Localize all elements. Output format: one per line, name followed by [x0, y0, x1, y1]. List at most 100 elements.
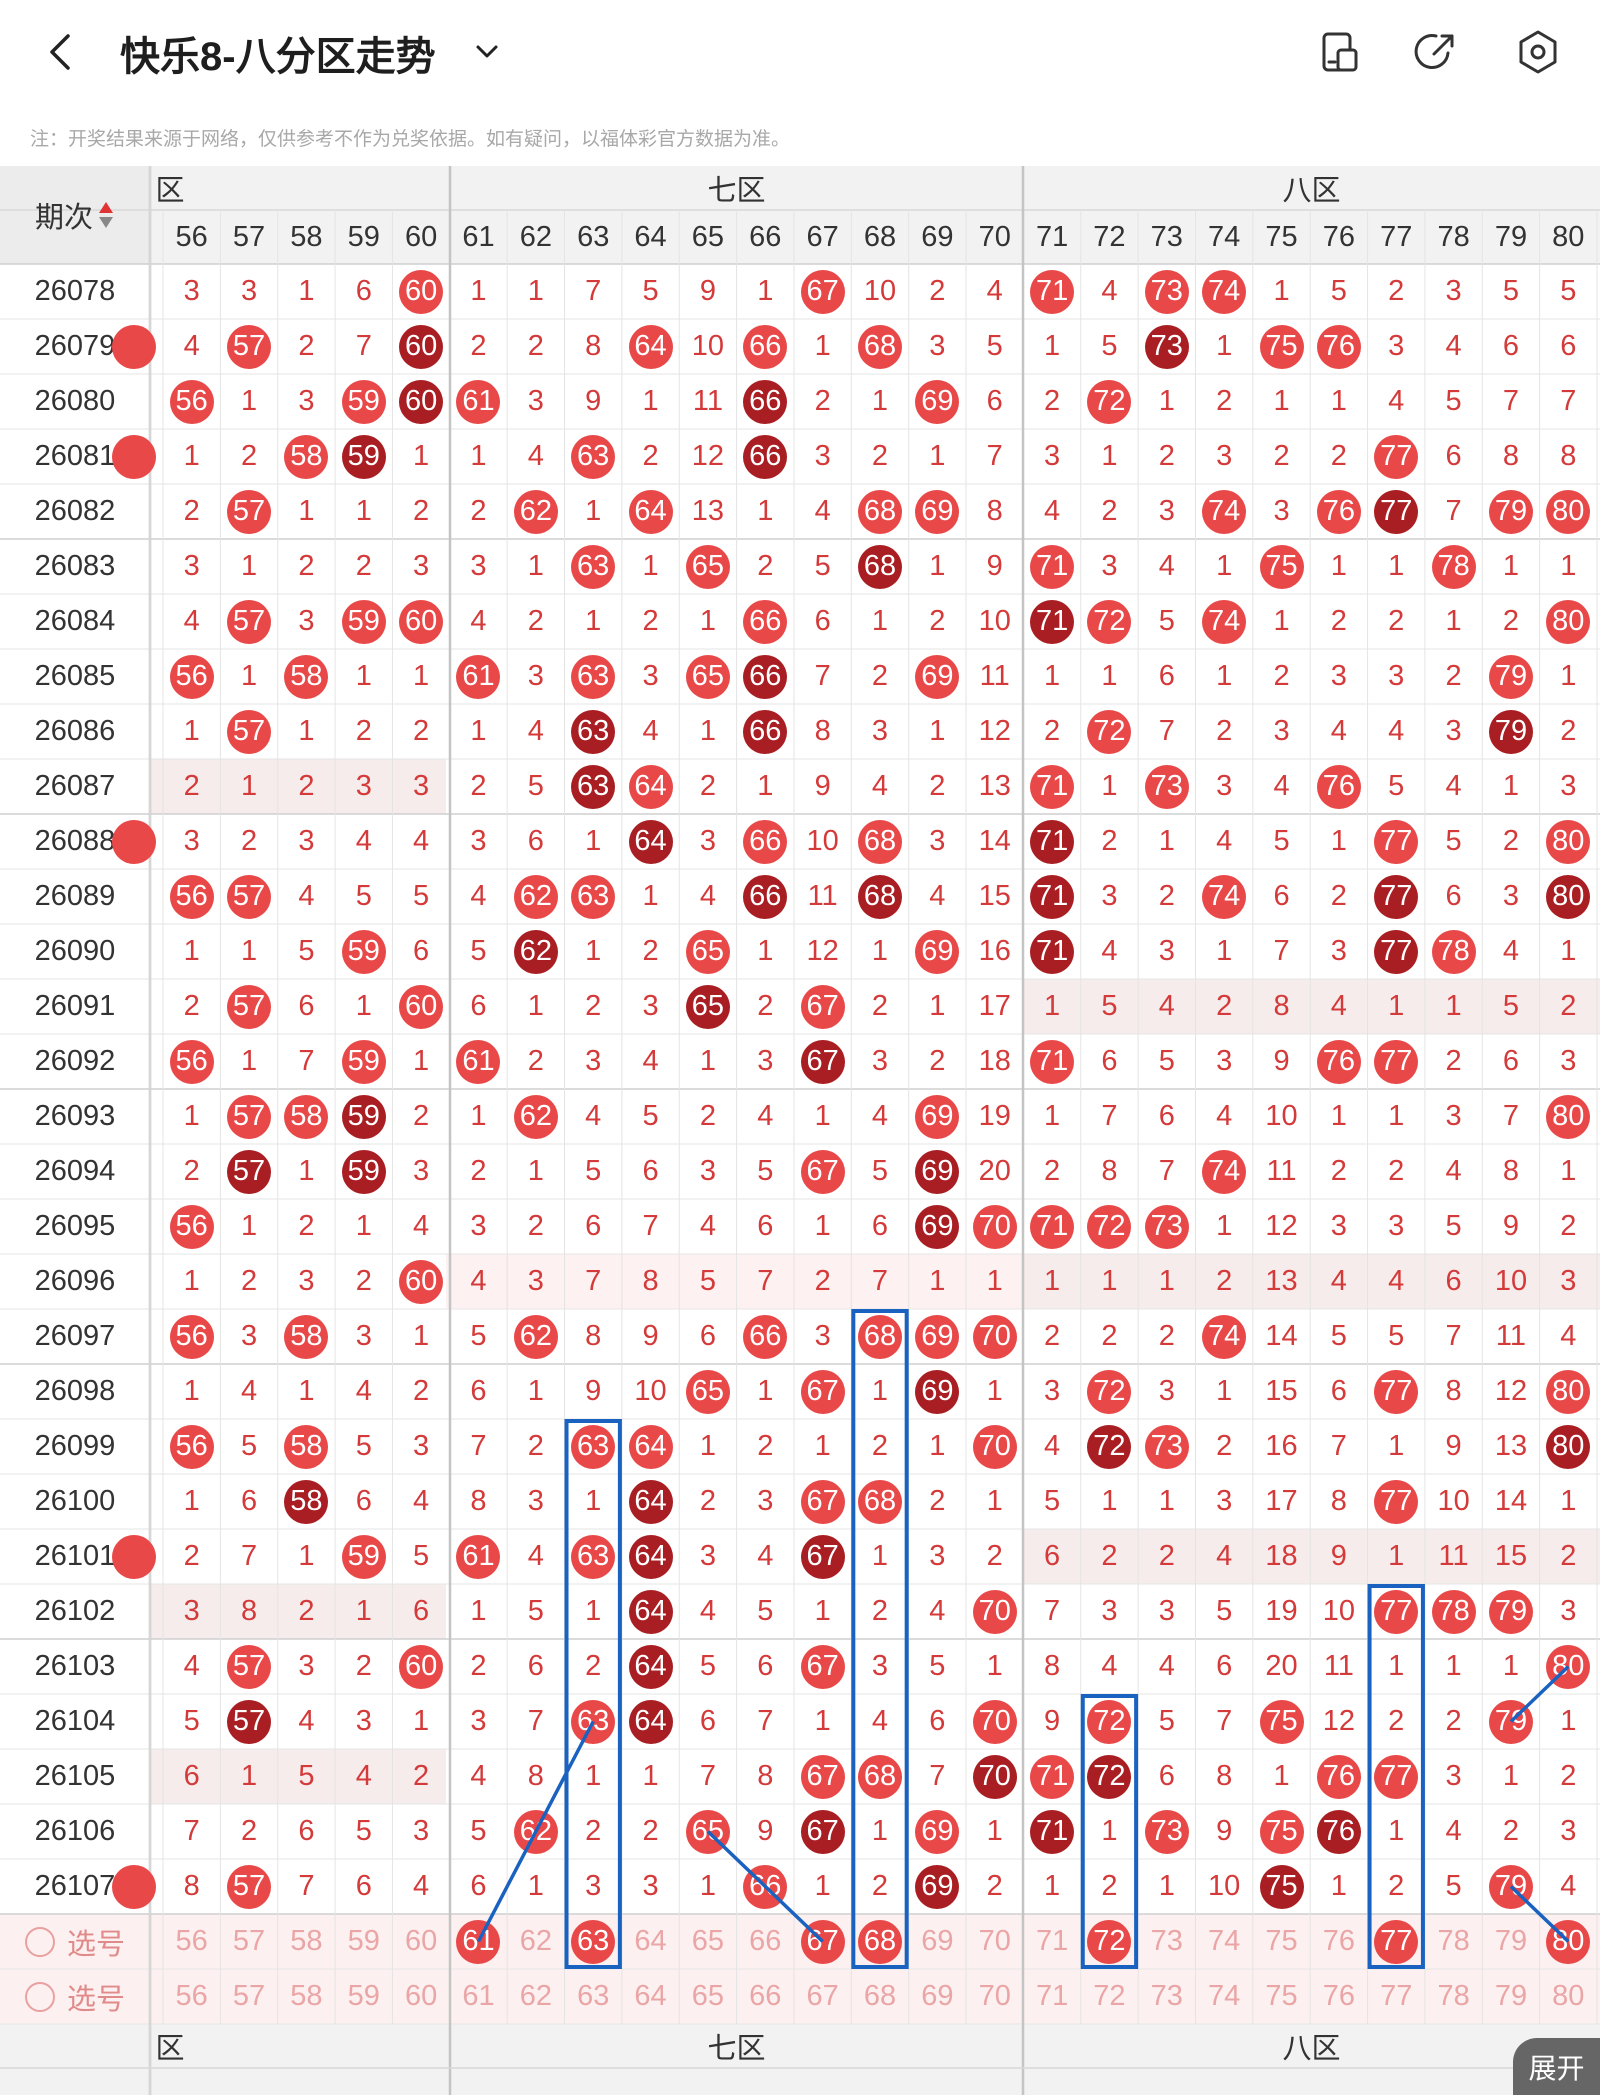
column-header-78[interactable]: 78	[1437, 220, 1470, 253]
select-number-option[interactable]: 65	[691, 1925, 725, 1957]
selected-number-ball[interactable]: 80	[1546, 1919, 1591, 1964]
period-cell: 26106	[34, 1815, 116, 1847]
column-header-70[interactable]: 70	[978, 220, 1011, 253]
select-number-option[interactable]: 58	[290, 1925, 323, 1957]
select-number-option[interactable]: 65	[691, 1980, 725, 2012]
period-column-header[interactable]: 期次	[0, 166, 150, 264]
column-header-57[interactable]: 57	[232, 220, 266, 253]
select-number-option[interactable]: 67	[806, 1980, 839, 2012]
select-number-option[interactable]: 77	[1380, 1980, 1413, 2012]
select-number-option[interactable]: 80	[1552, 1980, 1585, 2012]
select-number-option[interactable]: 60	[404, 1980, 438, 2012]
select-number-option[interactable]: 59	[347, 1925, 380, 1957]
share-button[interactable]	[1412, 28, 1460, 76]
miss-count-cell: 6	[1502, 1045, 1520, 1077]
select-number-option[interactable]: 73	[1150, 1980, 1183, 2012]
select-number-option[interactable]: 70	[978, 1980, 1011, 2012]
select-number-option[interactable]: 64	[634, 1925, 667, 1957]
number-ball: 67	[800, 1149, 845, 1194]
column-header-64[interactable]: 64	[634, 220, 667, 253]
select-number-option[interactable]: 74	[1208, 1925, 1241, 1957]
column-header-56[interactable]: 56	[175, 220, 208, 253]
select-number-option[interactable]: 69	[921, 1980, 954, 2012]
selected-number-ball[interactable]: 68	[858, 1919, 902, 1964]
select-number-option[interactable]: 60	[404, 1925, 438, 1957]
column-header-60[interactable]: 60	[404, 220, 438, 253]
column-header-79[interactable]: 79	[1494, 220, 1528, 253]
settings-button[interactable]	[1514, 28, 1562, 76]
miss-count-cell: 1	[871, 1375, 889, 1407]
selected-number-ball[interactable]: 72	[1087, 1919, 1132, 1964]
select-number-option[interactable]: 72	[1093, 1980, 1126, 2012]
select-number-option[interactable]: 71	[1035, 1980, 1069, 2012]
select-number-option[interactable]: 62	[519, 1980, 552, 2012]
select-number-option[interactable]: 62	[519, 1925, 552, 1957]
select-number-option[interactable]: 64	[634, 1980, 667, 2012]
select-number-option[interactable]: 66	[749, 1980, 782, 2012]
select-number-option[interactable]: 76	[1322, 1980, 1355, 2012]
miss-count-cell: 1	[1560, 550, 1577, 582]
select-number-option[interactable]: 58	[290, 1980, 323, 2012]
column-header-75[interactable]: 75	[1265, 220, 1298, 253]
select-number-option[interactable]: 56	[175, 1925, 208, 1957]
selected-number-ball[interactable]: 63	[571, 1919, 616, 1964]
select-number-option[interactable]: 70	[978, 1925, 1011, 1957]
miss-count-cell: 1	[1158, 1265, 1175, 1297]
column-header-59[interactable]: 59	[347, 220, 380, 253]
select-number-option[interactable]: 56	[175, 1980, 208, 2012]
select-number-option[interactable]: 69	[921, 1925, 954, 1957]
title-dropdown-button[interactable]	[472, 36, 502, 66]
select-number-option[interactable]: 71	[1035, 1925, 1069, 1957]
column-header-61[interactable]: 61	[462, 220, 495, 253]
select-number-option[interactable]: 63	[577, 1980, 610, 2012]
select-number-option[interactable]: 73	[1150, 1925, 1183, 1957]
select-row-label[interactable]: 选号	[0, 1969, 150, 2024]
select-number-option[interactable]: 76	[1322, 1925, 1355, 1957]
column-header-66[interactable]: 66	[749, 220, 782, 253]
column-header-69[interactable]: 69	[921, 220, 954, 253]
selected-number-ball[interactable]: 77	[1374, 1919, 1419, 1964]
back-button[interactable]	[40, 30, 84, 74]
select-number-option[interactable]: 75	[1265, 1925, 1298, 1957]
select-number-option[interactable]: 75	[1265, 1980, 1298, 2012]
column-header-76[interactable]: 76	[1322, 220, 1355, 253]
column-header-58[interactable]: 58	[290, 220, 323, 253]
select-number-option[interactable]: 79	[1494, 1925, 1528, 1957]
select-number-option[interactable]: 78	[1437, 1925, 1470, 1957]
select-number-option[interactable]: 78	[1437, 1980, 1470, 2012]
select-number-option[interactable]: 74	[1208, 1980, 1241, 2012]
column-header-62[interactable]: 62	[519, 220, 552, 253]
phone-layout-button[interactable]	[1316, 28, 1364, 76]
column-header-65[interactable]: 65	[691, 220, 725, 253]
period-cell: 26092	[34, 1045, 116, 1077]
selected-number-ball[interactable]: 67	[800, 1919, 845, 1964]
column-header-73[interactable]: 73	[1150, 220, 1183, 253]
miss-count-cell: 1	[355, 1210, 372, 1242]
miss-count-cell: 1	[642, 880, 659, 912]
column-header-71[interactable]: 71	[1035, 220, 1069, 253]
miss-count-cell: 6	[1273, 880, 1290, 912]
select-number-option[interactable]: 57	[232, 1925, 266, 1957]
miss-count-cell: 4	[1445, 1815, 1462, 1847]
page-title[interactable]: 快乐8-八分区走势	[120, 35, 436, 79]
select-row-label[interactable]: 选号	[0, 1914, 150, 1969]
column-header-80[interactable]: 80	[1552, 220, 1585, 253]
column-header-63[interactable]: 63	[577, 220, 610, 253]
select-number-option[interactable]: 59	[347, 1980, 380, 2012]
number-ball: 69	[915, 1094, 960, 1139]
column-header-72[interactable]: 72	[1093, 220, 1126, 253]
select-number-option[interactable]: 79	[1494, 1980, 1528, 2012]
selected-number-ball[interactable]: 61	[456, 1919, 501, 1964]
column-header-74[interactable]: 74	[1208, 220, 1241, 253]
column-header-67[interactable]: 67	[806, 220, 839, 253]
miss-count-cell: 2	[298, 330, 315, 362]
column-header-68[interactable]: 68	[863, 220, 897, 253]
select-number-option[interactable]: 57	[232, 1980, 266, 2012]
select-number-option[interactable]: 61	[462, 1980, 495, 2012]
expand-button[interactable]: 展开	[1513, 2038, 1600, 2095]
select-number-option[interactable]: 68	[863, 1980, 897, 2012]
select-number-option[interactable]: 66	[749, 1925, 782, 1957]
column-header-77[interactable]: 77	[1380, 220, 1413, 253]
number-ball: 71	[1030, 819, 1075, 864]
miss-count-cell: 3	[240, 1320, 258, 1352]
